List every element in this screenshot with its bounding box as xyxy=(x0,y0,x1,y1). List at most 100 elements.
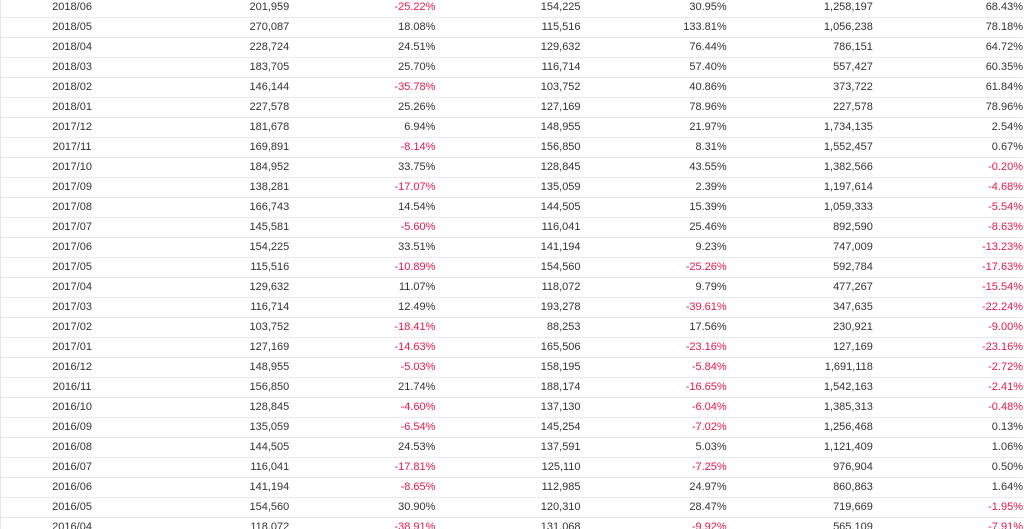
value-cell: 146,144 xyxy=(143,77,290,98)
compare-value-cell: 137,591 xyxy=(435,437,581,458)
compare-change-cell: 30.95% xyxy=(580,0,727,18)
change-cell: -6.54% xyxy=(289,417,436,438)
value-cell: 154,560 xyxy=(143,497,290,518)
table-row: 2017/10 184,952 33.75% 128,845 43.55% 1,382,5… xyxy=(1,157,1023,178)
cumulative-change-cell: 1.06% xyxy=(872,437,1023,458)
compare-change-cell: 17.56% xyxy=(580,317,727,338)
compare-value-cell: 158,195 xyxy=(435,357,581,378)
compare-change-cell: 8.31% xyxy=(580,137,727,158)
cumulative-change-cell: -9.00% xyxy=(872,317,1023,338)
table-row: 2018/01 227,578 25.26% 127,169 78.96% 227,578… xyxy=(1,97,1023,118)
cumulative-cell: 1,734,135 xyxy=(726,117,873,138)
cumulative-change-cell: 64.72% xyxy=(872,37,1023,58)
compare-value-cell: 165,506 xyxy=(435,337,581,358)
table-row: 2017/01 127,169 -14.63% 165,506 -23.16% 127,1… xyxy=(1,337,1023,358)
month-cell: 2016/08 xyxy=(1,437,144,458)
cumulative-change-cell: -8.63% xyxy=(872,217,1023,238)
change-cell: 11.07% xyxy=(289,277,436,298)
cumulative-change-cell: -5.54% xyxy=(872,197,1023,218)
value-cell: 116,714 xyxy=(143,297,290,318)
table-row: 2016/10 128,845 -4.60% 137,130 -6.04% 1,385,3… xyxy=(1,397,1023,418)
cumulative-cell: 227,578 xyxy=(726,97,873,118)
month-cell: 2016/04 xyxy=(1,517,144,529)
change-cell: -8.65% xyxy=(289,477,436,498)
change-cell: -17.81% xyxy=(289,457,436,478)
table-row: 2016/08 144,505 24.53% 137,591 5.03% 1,121,40… xyxy=(1,437,1023,458)
compare-change-cell: 15.39% xyxy=(580,197,727,218)
cumulative-cell: 719,669 xyxy=(726,497,873,518)
change-cell: 30.90% xyxy=(289,497,436,518)
cumulative-cell: 1,382,566 xyxy=(726,157,873,178)
value-cell: 115,516 xyxy=(143,257,290,278)
cumulative-cell: 477,267 xyxy=(726,277,873,298)
cumulative-change-cell: 0.13% xyxy=(872,417,1023,438)
compare-value-cell: 120,310 xyxy=(435,497,581,518)
cumulative-change-cell: 78.96% xyxy=(872,97,1023,118)
cumulative-change-cell: 60.35% xyxy=(872,57,1023,78)
month-cell: 2017/12 xyxy=(1,117,144,138)
value-cell: 270,087 xyxy=(143,17,290,38)
compare-value-cell: 135,059 xyxy=(435,177,581,198)
cumulative-cell: 747,009 xyxy=(726,237,873,258)
compare-value-cell: 137,130 xyxy=(435,397,581,418)
change-cell: -25.22% xyxy=(289,0,436,18)
cumulative-cell: 1,256,468 xyxy=(726,417,873,438)
change-cell: 24.51% xyxy=(289,37,436,58)
compare-change-cell: 9.79% xyxy=(580,277,727,298)
cumulative-change-cell: -13.23% xyxy=(872,237,1023,258)
cumulative-cell: 373,722 xyxy=(726,77,873,98)
table-row: 2016/12 148,955 -5.03% 158,195 -5.84% 1,691,1… xyxy=(1,357,1023,378)
cumulative-change-cell: -2.72% xyxy=(872,357,1023,378)
compare-value-cell: 103,752 xyxy=(435,77,581,98)
compare-change-cell: 5.03% xyxy=(580,437,727,458)
change-cell: 25.70% xyxy=(289,57,436,78)
month-cell: 2018/06 xyxy=(1,0,144,18)
cumulative-cell: 1,385,313 xyxy=(726,397,873,418)
month-cell: 2018/01 xyxy=(1,97,144,118)
table-row: 2017/09 138,281 -17.07% 135,059 2.39% 1,197,6… xyxy=(1,177,1023,198)
month-cell: 2018/04 xyxy=(1,37,144,58)
month-cell: 2016/06 xyxy=(1,477,144,498)
month-cell: 2017/01 xyxy=(1,337,144,358)
cumulative-cell: 1,258,197 xyxy=(726,0,873,18)
table-row: 2017/06 154,225 33.51% 141,194 9.23% 747,009-… xyxy=(1,237,1023,258)
month-cell: 2016/09 xyxy=(1,417,144,438)
change-cell: -5.03% xyxy=(289,357,436,378)
compare-change-cell: 21.97% xyxy=(580,117,727,138)
cumulative-change-cell: 1.64% xyxy=(872,477,1023,498)
value-cell: 145,581 xyxy=(143,217,290,238)
value-cell: 181,678 xyxy=(143,117,290,138)
table-row: 2017/07 145,581 -5.60% 116,041 25.46% 892,590… xyxy=(1,217,1023,238)
compare-value-cell: 128,845 xyxy=(435,157,581,178)
cumulative-cell: 1,059,333 xyxy=(726,197,873,218)
compare-change-cell: -16.65% xyxy=(580,377,727,398)
value-cell: 116,041 xyxy=(143,457,290,478)
compare-value-cell: 115,516 xyxy=(435,17,581,38)
change-cell: 21.74% xyxy=(289,377,436,398)
month-cell: 2016/12 xyxy=(1,357,144,378)
compare-change-cell: -7.25% xyxy=(580,457,727,478)
compare-change-cell: 43.55% xyxy=(580,157,727,178)
month-cell: 2018/03 xyxy=(1,57,144,78)
cumulative-cell: 1,197,614 xyxy=(726,177,873,198)
change-cell: -5.60% xyxy=(289,217,436,238)
cumulative-cell: 565,109 xyxy=(726,517,873,529)
cumulative-cell: 1,121,409 xyxy=(726,437,873,458)
table-row: 2017/04 129,632 11.07% 118,072 9.79% 477,267-… xyxy=(1,277,1023,298)
cumulative-change-cell: 0.67% xyxy=(872,137,1023,158)
cumulative-cell: 1,552,457 xyxy=(726,137,873,158)
month-cell: 2016/07 xyxy=(1,457,144,478)
cumulative-cell: 786,151 xyxy=(726,37,873,58)
cumulative-cell: 592,784 xyxy=(726,257,873,278)
compare-change-cell: -9.92% xyxy=(580,517,727,529)
month-cell: 2017/07 xyxy=(1,217,144,238)
compare-value-cell: 154,225 xyxy=(435,0,581,18)
cumulative-cell: 127,169 xyxy=(726,337,873,358)
cumulative-cell: 860,863 xyxy=(726,477,873,498)
change-cell: -38.91% xyxy=(289,517,436,529)
table-row: 2016/05 154,560 30.90% 120,310 28.47% 719,669… xyxy=(1,497,1023,518)
table-row: 2016/07 116,041 -17.81% 125,110 -7.25% 976,90… xyxy=(1,457,1023,478)
cumulative-cell: 1,691,118 xyxy=(726,357,873,378)
month-cell: 2016/11 xyxy=(1,377,144,398)
